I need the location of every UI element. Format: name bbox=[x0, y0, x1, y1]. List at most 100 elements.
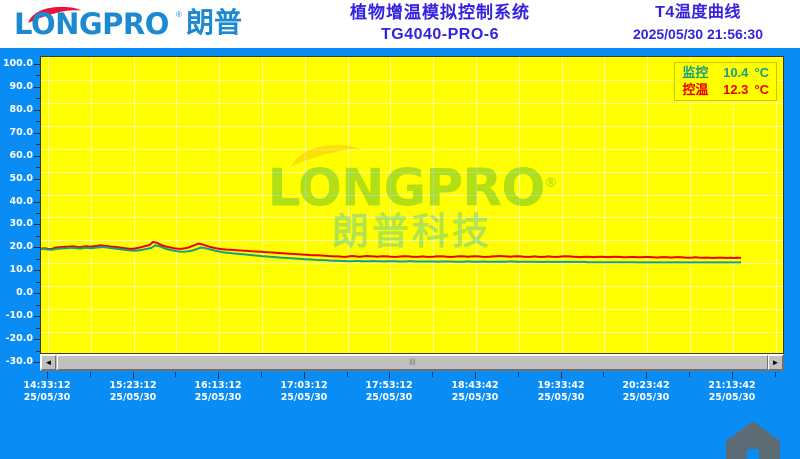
y-tick-minor bbox=[36, 213, 40, 214]
scrollbar-thumb[interactable]: ‖‖ bbox=[57, 355, 768, 370]
x-tick-label: 17:03:12 25/05/30 bbox=[264, 380, 344, 404]
grip-icon: ‖‖ bbox=[409, 357, 416, 367]
x-tick-time: 20:23:42 bbox=[622, 380, 670, 391]
x-tick-time: 18:43:42 bbox=[451, 380, 499, 391]
app-footer bbox=[0, 413, 800, 459]
legend-monitor-label: 监控 bbox=[682, 65, 709, 80]
home-icon[interactable] bbox=[724, 419, 782, 459]
x-tick-time: 14:33:12 bbox=[23, 380, 71, 391]
x-tick-minor bbox=[90, 372, 91, 377]
gridline-vertical-minor bbox=[91, 57, 92, 353]
x-tick-date: 25/05/30 bbox=[280, 392, 328, 403]
gridline-vertical-minor bbox=[433, 57, 434, 353]
y-tick-major bbox=[34, 270, 40, 271]
gridline-vertical-minor bbox=[776, 57, 777, 353]
x-axis: 14:33:12 25/05/30 15:23:12 25/05/30 16:13:12… bbox=[23, 372, 784, 413]
legend-control-label: 控温 bbox=[682, 82, 709, 97]
y-tick-label: 90.0 bbox=[9, 81, 33, 92]
y-tick-minor bbox=[36, 305, 40, 306]
y-tick-major bbox=[34, 224, 40, 225]
series-line-monitor bbox=[41, 244, 741, 264]
y-axis: 100.0 90.0 80.0 70.0 60.0 50.0 40.0 30.0 20.0 10.… bbox=[0, 56, 40, 367]
y-tick-label: 60.0 bbox=[9, 150, 33, 161]
y-tick-label: -30.0 bbox=[5, 356, 33, 367]
x-tick-major bbox=[304, 372, 305, 379]
y-tick-major bbox=[34, 110, 40, 111]
y-tick-minor bbox=[36, 282, 40, 283]
x-tick-label: 15:23:12 25/05/30 bbox=[93, 380, 173, 404]
x-tick-minor bbox=[775, 372, 776, 377]
x-tick-label: 18:43:42 25/05/30 bbox=[435, 380, 515, 404]
scroll-left-button[interactable]: ◄ bbox=[41, 355, 56, 370]
logo-registered-mark: ® bbox=[176, 10, 182, 19]
y-tick-label: -10.0 bbox=[5, 310, 33, 321]
x-tick-label: 20:23:42 25/05/30 bbox=[606, 380, 686, 404]
x-tick-time: 15:23:12 bbox=[109, 380, 157, 391]
gridline-horizontal bbox=[41, 309, 783, 310]
x-tick-time: 16:13:12 bbox=[194, 380, 242, 391]
x-tick-label: 14:33:12 25/05/30 bbox=[7, 380, 87, 404]
chevron-left-icon: ◄ bbox=[44, 357, 53, 367]
y-tick-minor bbox=[36, 121, 40, 122]
legend-control-value: 12.3 bbox=[723, 82, 749, 97]
gridline-horizontal bbox=[41, 172, 783, 173]
x-tick-minor bbox=[347, 372, 348, 377]
gridline-vertical bbox=[647, 57, 648, 353]
y-tick-label: 30.0 bbox=[9, 218, 33, 229]
y-tick-major bbox=[34, 293, 40, 294]
chart-horizontal-scrollbar[interactable]: ◄ ‖‖ ► bbox=[40, 354, 784, 371]
gridline-vertical-minor bbox=[262, 57, 263, 353]
plot-area[interactable]: LONGPRO® 朗普科技 监控 10.4 °C 控温 12.3 °C bbox=[40, 56, 784, 354]
x-tick-major bbox=[218, 372, 219, 379]
page-title: 植物增温模拟控制系统 TG4040-PRO-6 bbox=[290, 2, 590, 45]
x-tick-time: 21:13:42 bbox=[708, 380, 756, 391]
y-tick-label: 20.0 bbox=[9, 241, 33, 252]
gridline-vertical bbox=[48, 57, 49, 353]
header-right: T4温度曲线 2025/05/30 21:56:30 bbox=[600, 2, 796, 44]
gridline-horizontal bbox=[41, 149, 783, 150]
x-tick-major bbox=[475, 372, 476, 379]
y-tick-major bbox=[34, 133, 40, 134]
legend-table: 监控 10.4 °C 控温 12.3 °C bbox=[679, 64, 772, 98]
y-tick-label: 100.0 bbox=[2, 58, 33, 69]
y-tick-minor bbox=[36, 75, 40, 76]
gridline-horizontal bbox=[41, 263, 783, 264]
x-tick-date: 25/05/30 bbox=[23, 392, 71, 403]
x-tick-date: 25/05/30 bbox=[365, 392, 413, 403]
x-tick-time: 17:53:12 bbox=[365, 380, 413, 391]
y-tick-major bbox=[34, 156, 40, 157]
x-tick-date: 25/05/30 bbox=[194, 392, 242, 403]
gridline-vertical bbox=[562, 57, 563, 353]
chevron-right-icon: ► bbox=[771, 357, 780, 367]
gridline-vertical-minor bbox=[348, 57, 349, 353]
app-header: LONGPRO ® 朗普 植物增温模拟控制系统 TG4040-PRO-6 T4温… bbox=[0, 0, 800, 48]
x-tick-label: 19:33:42 25/05/30 bbox=[521, 380, 601, 404]
y-tick-minor bbox=[36, 190, 40, 191]
y-tick-label: 40.0 bbox=[9, 196, 33, 207]
gridline-vertical-minor bbox=[176, 57, 177, 353]
longpro-swoosh-icon bbox=[28, 6, 81, 23]
gridline-vertical bbox=[219, 57, 220, 353]
legend-box: 监控 10.4 °C 控温 12.3 °C bbox=[674, 62, 777, 101]
x-tick-minor bbox=[603, 372, 604, 377]
y-tick-major bbox=[34, 247, 40, 248]
gridline-horizontal bbox=[41, 240, 783, 241]
gridline-vertical-minor bbox=[604, 57, 605, 353]
x-tick-date: 25/05/30 bbox=[451, 392, 499, 403]
legend-control-unit: °C bbox=[754, 82, 769, 97]
y-tick-minor bbox=[36, 144, 40, 145]
gridline-horizontal bbox=[41, 126, 783, 127]
x-tick-major bbox=[646, 372, 647, 379]
series-layer bbox=[41, 241, 742, 264]
y-tick-major bbox=[34, 339, 40, 340]
y-tick-major bbox=[34, 362, 40, 363]
scroll-right-button[interactable]: ► bbox=[768, 355, 783, 370]
y-tick-minor bbox=[36, 167, 40, 168]
legend-monitor-unit: °C bbox=[754, 65, 769, 80]
x-tick-major bbox=[389, 372, 390, 379]
x-tick-minor bbox=[689, 372, 690, 377]
gridline-vertical bbox=[390, 57, 391, 353]
x-tick-major bbox=[732, 372, 733, 379]
logo-cjk-text: 朗普 bbox=[186, 6, 243, 39]
x-tick-minor bbox=[518, 372, 519, 377]
